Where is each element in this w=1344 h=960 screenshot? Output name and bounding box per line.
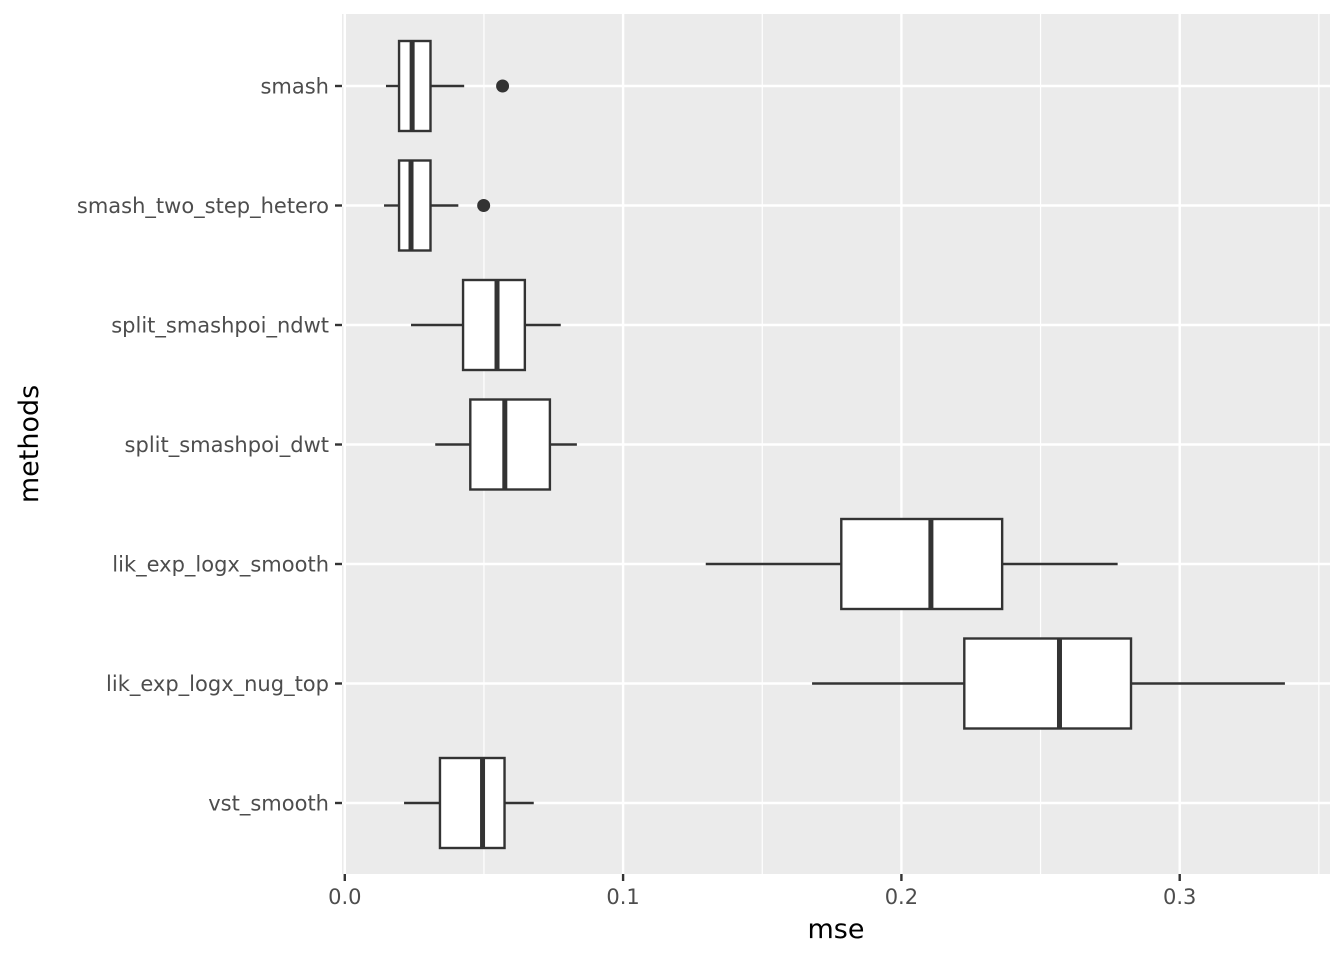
box-iqr (461, 278, 527, 372)
box-smash_two_step_hetero (384, 159, 491, 252)
box-split_smashpoi_ndwt (411, 278, 561, 372)
x-axis: 0.0 0.1 0.2 0.3 (328, 874, 1196, 909)
box-iqr (397, 39, 432, 133)
box-lik_exp_logx_nug_top (812, 637, 1285, 730)
y-tick-label: smash (260, 75, 329, 99)
box-iqr (469, 398, 552, 491)
y-tick-label: lik_exp_logx_smooth (112, 553, 329, 578)
box-smash (385, 39, 510, 133)
outlier-point (477, 199, 491, 212)
y-axis-title: methods (14, 385, 45, 503)
box-iqr (438, 756, 506, 850)
y-tick-label: lik_exp_logx_nug_top (106, 672, 329, 697)
x-tick-label: 0.1 (606, 885, 639, 909)
boxes (384, 39, 1285, 850)
box-iqr (963, 637, 1133, 730)
x-tick-label: 0.3 (1163, 885, 1196, 909)
x-tick-label: 0.2 (885, 885, 918, 909)
y-tick-label: vst_smooth (208, 792, 329, 817)
box-iqr (397, 159, 432, 252)
y-tick-label: smash_two_step_hetero (77, 194, 329, 219)
x-axis-title: mse (808, 914, 865, 945)
x-tick-label: 0.0 (328, 885, 361, 909)
y-axis: smash smash_two_step_hetero split_smashpoi… (77, 75, 342, 817)
outlier-point (496, 79, 510, 93)
box-split_smashpoi_dwt (435, 398, 577, 491)
y-tick-label: split_smashpoi_dwt (125, 433, 329, 458)
box-vst_smooth (404, 756, 534, 850)
box-iqr (840, 517, 1004, 611)
y-tick-label: split_smashpoi_ndwt (111, 314, 329, 339)
box-lik_exp_logx_smooth (705, 517, 1118, 611)
